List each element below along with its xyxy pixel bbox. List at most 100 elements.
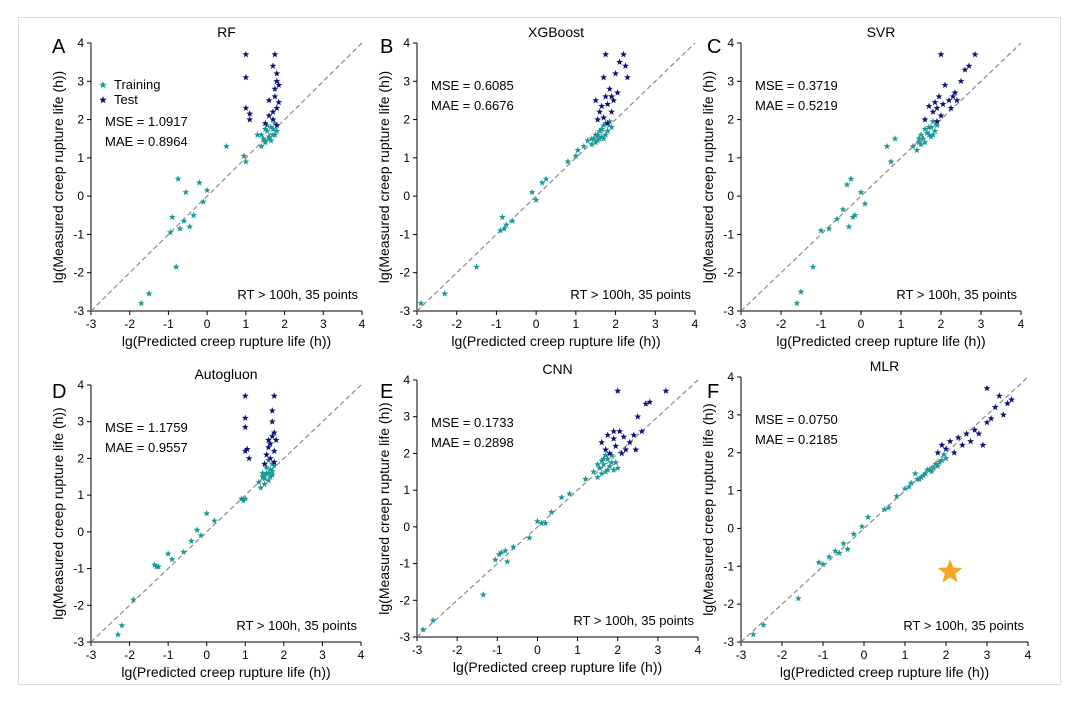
data-point [596, 464, 604, 472]
data-point [190, 211, 198, 219]
series-test [598, 387, 670, 457]
data-point [923, 129, 931, 136]
data-point [843, 181, 851, 188]
data-point [809, 263, 817, 270]
data-point [261, 138, 269, 146]
data-point [817, 227, 825, 234]
x-tick-label: 4 [1018, 317, 1025, 331]
data-point [528, 188, 536, 196]
data-point [151, 561, 159, 568]
y-tick-label: 0 [727, 189, 734, 203]
note-label: RT > 100h, 35 points [236, 618, 357, 633]
data-point [479, 591, 487, 598]
y-tick-label: 4 [77, 378, 84, 392]
data-point [614, 464, 622, 472]
data-point [819, 560, 827, 568]
data-point [255, 478, 263, 486]
data-point [901, 485, 909, 492]
x-tick-label: 1 [574, 643, 581, 657]
data-point [564, 158, 572, 165]
x-tick-label: 2 [281, 648, 288, 662]
data-point [473, 263, 480, 270]
note-label: RT > 100h, 35 points [573, 613, 694, 628]
data-point [538, 519, 545, 527]
data-point [532, 196, 540, 203]
y-tick-label: 2 [727, 113, 734, 127]
data-point [245, 454, 253, 462]
data-point [168, 555, 176, 563]
data-point [933, 104, 941, 111]
data-point [602, 468, 610, 475]
mae-label: MAE = 0.6676 [431, 98, 514, 113]
y-tick-label: 3 [403, 74, 410, 88]
y-tick-label: 1 [727, 151, 734, 165]
identity-line [90, 384, 362, 643]
data-point [270, 462, 278, 469]
y-tick-label: -1 [399, 227, 410, 241]
y-tick-label: 3 [727, 408, 734, 422]
x-tick-label: 4 [1025, 648, 1032, 662]
panel-letter: C [707, 36, 721, 58]
legend-test-marker [99, 96, 107, 104]
x-tick-label: 2 [938, 317, 945, 331]
data-point [538, 179, 546, 186]
data-point [620, 433, 628, 440]
data-point [608, 451, 616, 459]
data-point [845, 223, 853, 230]
data-point [199, 198, 207, 205]
panel-c: C SVR -3 -2 -1 0 1 2 3 4 -3 -2 -1 0 1 2 3 4 lg(Predicted c… [700, 24, 1025, 349]
data-point [939, 100, 947, 108]
data-point [263, 464, 270, 471]
data-point [950, 449, 958, 456]
y-tick-label: 4 [727, 370, 734, 384]
mse-label: MSE = 0.3719 [755, 78, 838, 93]
y-tick-label: -2 [399, 593, 410, 607]
data-point [238, 495, 245, 502]
series-test [242, 50, 283, 129]
data-point [203, 509, 211, 517]
data-point [825, 225, 833, 232]
data-point [495, 550, 503, 558]
data-point [626, 438, 634, 446]
y-tick-label: -3 [73, 635, 84, 649]
data-point [987, 415, 995, 422]
data-point [934, 462, 942, 469]
data-point [590, 468, 598, 475]
data-point [271, 119, 279, 127]
x-tick-label: 3 [978, 317, 985, 331]
y-tick-label: -3 [399, 630, 410, 644]
data-point [612, 442, 620, 449]
data-point [269, 62, 277, 69]
data-point [261, 460, 268, 467]
data-point [975, 430, 983, 437]
data-point [953, 96, 961, 104]
data-point [172, 263, 180, 270]
legend-test-label: Test [114, 92, 138, 107]
x-tick-label: 4 [358, 648, 365, 662]
data-point [187, 537, 195, 544]
panel-d: D Autogluon -3 -2 -1 0 1 2 3 4 -3 -2 -1 0 1 2 3 4 lg(Predi… [50, 366, 365, 680]
y-tick-label: -1 [73, 562, 84, 576]
data-point [604, 466, 612, 473]
data-point [273, 127, 281, 134]
data-point [509, 543, 517, 550]
series-training [419, 451, 622, 633]
data-point [995, 392, 1003, 399]
mse-label: MSE = 0.0750 [755, 412, 838, 427]
data-point [604, 431, 612, 438]
data-point [622, 446, 630, 453]
data-point [498, 213, 506, 221]
series-test [921, 50, 979, 125]
y-axis-label: lg(Measured creep rupture life (h)) [376, 402, 392, 614]
y-tick-label: 2 [77, 113, 84, 127]
data-point [273, 104, 281, 111]
data-point [861, 200, 869, 207]
data-point [566, 490, 573, 497]
data-point [257, 484, 265, 491]
data-point [929, 108, 937, 115]
data-point [180, 217, 188, 224]
x-tick-label: 4 [692, 317, 699, 331]
y-tick-label: -3 [73, 304, 84, 318]
x-axis-label: lg(Predicted creep rupture life (h)) [121, 664, 330, 680]
